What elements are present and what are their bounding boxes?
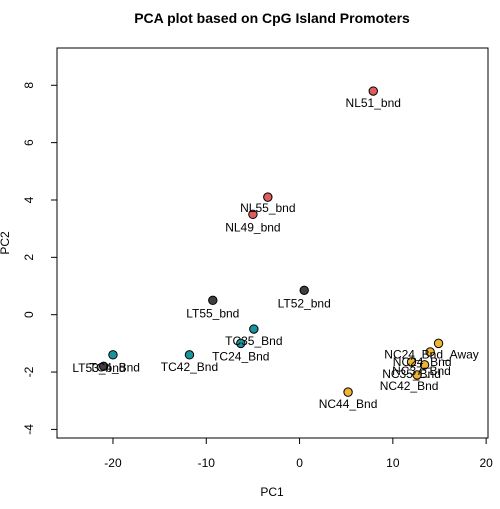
data-point-lt55-bnd [208,295,218,306]
data-point-nc35-bnd [419,360,430,370]
y-axis-label: PC2 [0,231,12,255]
data-label-tc35-bnd: TC35_Bnd [225,334,282,348]
y-tick-label: 6 [22,139,36,146]
data-points [98,86,444,397]
y-tick-label: 4 [22,196,36,203]
data-label-nc37-bnd: NC37_Bnd [392,364,451,378]
x-tick-label: 20 [479,456,493,470]
y-tick-label: 0 [22,311,36,318]
data-label-tc4-bnd: TC4_Bnd [89,360,140,374]
y-tick-label: -2 [22,366,36,377]
y-tick-label: -4 [22,424,36,435]
y-tick-label: 8 [22,82,36,89]
data-point-tc35-bnd [249,324,259,334]
x-tick-label: -10 [198,456,216,470]
data-point-nc44-bnd [343,387,353,397]
data-label-nc35-bnd: NC35_Bnd [382,367,441,381]
x-tick-label: 0 [296,456,303,470]
data-labels: NL51_bnd NL55_bnd NL49_bnd LT52_bnd LT55_bnd… [72,96,478,411]
x-tick-label: -20 [104,456,122,470]
x-axis: -20 -10 0 10 20 [104,438,493,470]
plot-frame [56,47,489,439]
x-axis-label: PC1 [260,485,284,499]
data-point-nc42-bnd [412,370,422,380]
y-tick-label: 2 [22,254,36,261]
data-label-nc44-bnd: NC44_Bnd [319,397,378,411]
x-tick-label: 10 [386,456,400,470]
data-point-tc24-bnd [236,338,246,349]
data-point-nc24-bnd-away [433,338,444,349]
data-point-tc4-bnd [98,361,109,372]
data-label-nc24-bnd: NC24_Bnd [393,355,452,369]
data-point-nl55-bnd [263,192,273,202]
data-point-nc37-bnd [406,357,417,367]
data-point-nl51-bnd [368,86,378,96]
data-label-tc24-bnd: TC24_Bnd [212,349,269,363]
data-label-tc42-bnd: TC42_Bnd [161,360,218,374]
data-label-lt55-bnd: LT55_bnd [186,306,239,320]
data-label-nc42-bnd: NC42_Bnd [380,379,439,393]
data-point-nl49-bnd [248,209,258,220]
data-label-lt52-bnd: LT52_bnd [278,296,331,310]
data-label-nl49-bnd: NL49_bnd [225,220,280,234]
data-label-nl51-bnd: NL51_bnd [346,96,401,110]
data-label-lt53-bnd: LT53_bnd [72,361,125,375]
data-label-nl55-bnd: NL55_bnd [240,201,295,215]
y-axis: -4 -2 0 2 4 6 8 [22,82,57,435]
data-point-tc42-bnd [184,350,195,360]
data-point-nc24-bnd [425,347,435,357]
data-label-nc24-bnd-away: NC24_Bnd_Away [384,347,479,361]
data-point-lt52-bnd [299,285,309,296]
chart-title: PCA plot based on CpG Island Promoters [134,10,410,26]
data-point-lt53-bnd [108,350,118,360]
